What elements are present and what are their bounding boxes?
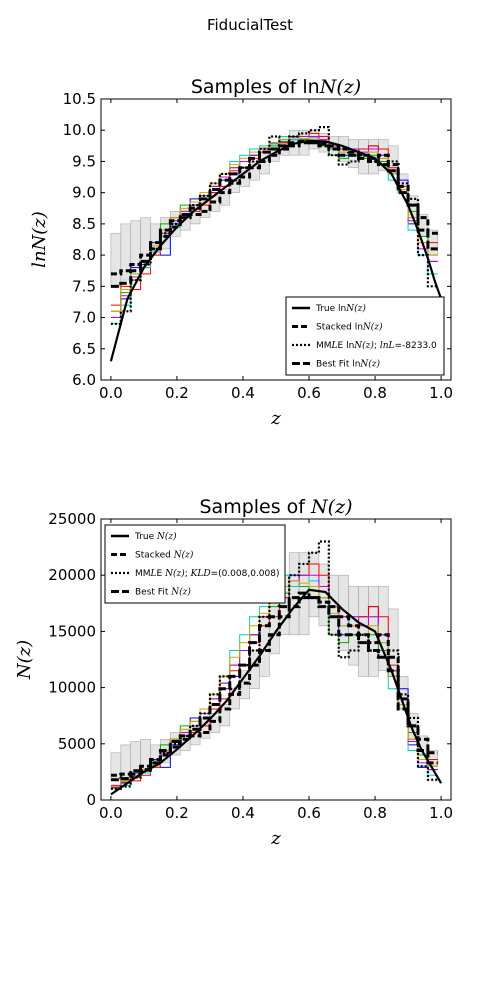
y-tick-label: 8.5: [72, 215, 96, 233]
y-tick-label: 25000: [48, 510, 96, 528]
legend-label: MMLE N(z); KLD=(0.008,0.008): [135, 568, 280, 579]
N-plot: 0.0 0.2 0.4 0.6 0.8 1.0 0 5000 10000 15000 20000 25…: [14, 496, 453, 849]
legend-box: [285, 296, 445, 376]
legend-label: Best Fit lnN(z): [316, 359, 381, 370]
y-tick-label: 9.0: [72, 184, 96, 202]
y-tick-label: 6.5: [72, 340, 96, 358]
legend-label: True N(z): [134, 531, 177, 542]
legend: True N(z) Stacked N(z) MMLE N(z); KLD=(0.0…: [104, 524, 286, 604]
x-tick-label: 0.6: [297, 804, 321, 822]
legend: True lnN(z) Stacked lnN(z) MMLE lnN(z); ln…: [285, 296, 445, 376]
figure-title: FiducialTest: [206, 16, 294, 34]
x-tick-label: 1.0: [429, 384, 453, 402]
step-series: [110, 596, 438, 777]
step-series: [110, 141, 438, 276]
legend-label: MMLE lnN(z); lnL=-8233.0: [316, 340, 437, 351]
x-axis-label: z: [270, 828, 281, 849]
legend-label: Stacked N(z): [135, 550, 194, 561]
legend-label: Stacked lnN(z): [316, 322, 383, 333]
y-tick-label: 7.0: [72, 309, 96, 327]
legend-label: Best Fit N(z): [135, 587, 191, 598]
truth-curve: [109, 139, 443, 362]
truth-curve: [110, 588, 443, 796]
x-tick-label: 0.2: [165, 804, 189, 822]
plot-frame: [100, 518, 452, 801]
x-tick-label: 0.4: [231, 384, 255, 402]
step-series: [110, 139, 438, 288]
y-tick-label: 10.0: [63, 121, 96, 139]
y-tick-label: 5000: [58, 735, 96, 753]
step-series: [110, 591, 438, 782]
uncertainty-band-bin: [110, 232, 122, 287]
y-tick-label: 9.5: [72, 152, 96, 170]
legend-box: [104, 524, 286, 604]
y-tick-label: 6.0: [72, 371, 96, 389]
x-tick-label: 0.4: [231, 804, 255, 822]
y-tick-label: 7.5: [72, 277, 96, 295]
x-axis-label: z: [270, 408, 281, 429]
y-tick-label: 0: [86, 791, 96, 809]
x-tick-label: 0.6: [297, 384, 321, 402]
y-tick-label: 20000: [48, 566, 96, 584]
x-tick-label: 0.0: [99, 384, 123, 402]
x-tick-label: 0.0: [99, 804, 123, 822]
plot-frame: [100, 98, 452, 381]
y-tick-label: 10000: [48, 679, 96, 697]
y-tick-label: 8.0: [72, 246, 96, 264]
y-axis-label: lnN(z): [29, 211, 50, 268]
uncertainty-band-bin: [130, 220, 141, 268]
x-tick-label: 0.8: [363, 804, 387, 822]
legend-label: True lnN(z): [315, 303, 366, 314]
x-tick-label: 1.0: [429, 804, 453, 822]
step-series: [110, 126, 438, 325]
y-tick-label: 15000: [48, 622, 96, 640]
chart-title: Samples of N(z): [199, 496, 352, 518]
uncertainty-band-bin: [358, 586, 369, 677]
lnN-plot: 0.0 0.2 0.4 0.6 0.8 1.0 6.0 6.5 7.0 7.5 8.0 8.5 9.0 9…: [29, 76, 453, 429]
y-tick-label: 10.5: [63, 90, 96, 108]
x-tick-label: 0.2: [165, 384, 189, 402]
chart-title: Samples of lnN(z): [191, 76, 361, 98]
y-axis-label: N(z): [14, 640, 35, 680]
x-tick-label: 0.8: [363, 384, 387, 402]
